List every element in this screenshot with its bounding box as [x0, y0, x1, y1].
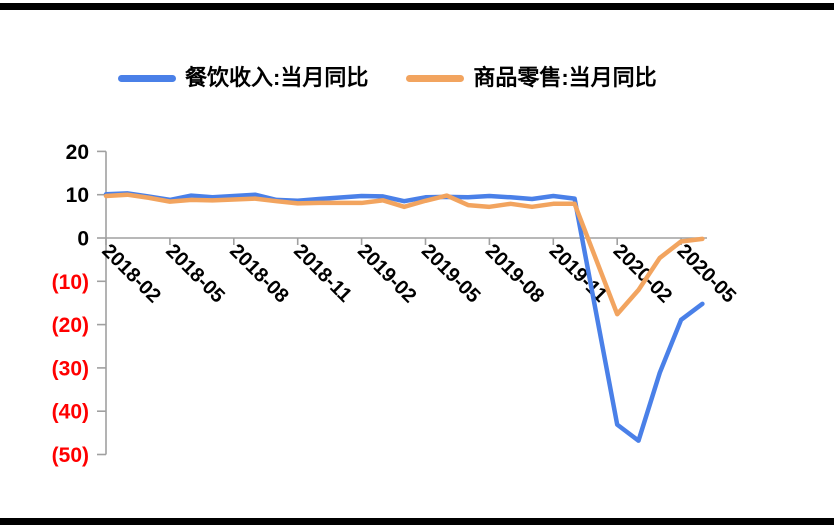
- y-tick-label: 0: [77, 228, 89, 251]
- legend-item-goods-retail: 商品零售:当月同比: [406, 63, 657, 93]
- y-tick-label: 10: [66, 184, 89, 207]
- legend-label-goods-retail: 商品零售:当月同比: [473, 65, 657, 90]
- x-tick-label: 2018-05: [161, 240, 228, 307]
- x-tick-label: 2019-02: [353, 240, 420, 307]
- y-tick-label: (50): [52, 444, 89, 467]
- catering-line-swatch: [118, 74, 176, 82]
- y-tick-label: 20: [66, 141, 89, 164]
- top-border-rule: [0, 3, 834, 10]
- x-tick-label: 2018-02: [97, 240, 164, 307]
- legend-item-catering: 餐饮收入:当月同比: [118, 63, 368, 93]
- x-tick-label: 2018-08: [225, 240, 292, 307]
- x-tick-label: 2018-11: [289, 240, 356, 307]
- y-tick-label: (40): [52, 401, 89, 424]
- catering-series-line: [103, 191, 705, 443]
- x-tick-label: 2019-08: [481, 240, 548, 307]
- y-tick-label: (10): [52, 271, 89, 294]
- x-tick-label: 2020-05: [673, 240, 740, 307]
- legend-label-catering: 餐饮收入:当月同比: [185, 65, 369, 90]
- x-tick-label: 2020-02: [609, 240, 676, 307]
- chart-legend: 餐饮收入:当月同比 商品零售:当月同比: [118, 63, 657, 93]
- y-tick-label: (20): [52, 314, 89, 337]
- x-tick-label: 2019-05: [417, 240, 484, 307]
- bottom-border-rule: [0, 518, 834, 525]
- y-tick-label: (30): [52, 357, 89, 380]
- goods-retail-series-line: [103, 192, 705, 317]
- goods-retail-line-swatch: [406, 74, 465, 82]
